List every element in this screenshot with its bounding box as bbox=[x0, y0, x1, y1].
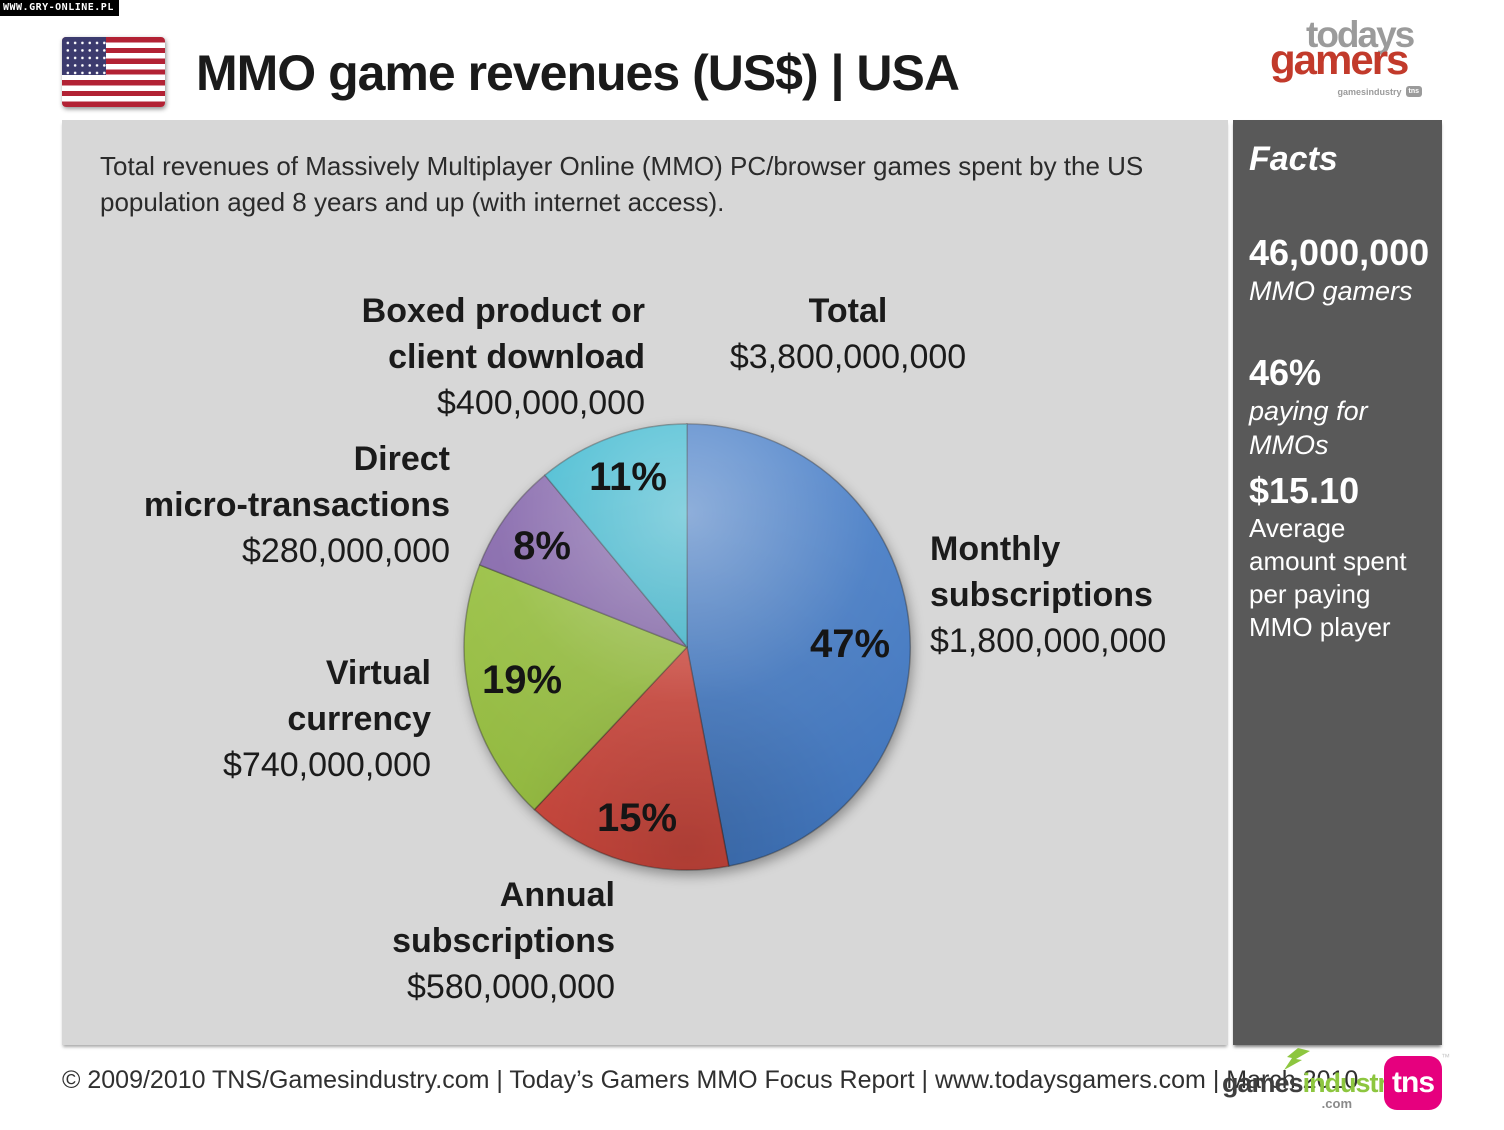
facts-heading: Facts bbox=[1249, 140, 1338, 178]
callout-boxed-product: Boxed product or client download $400,00… bbox=[362, 288, 645, 426]
facts-sidebar: Facts 46,000,000 MMO gamers 46% paying f… bbox=[1233, 120, 1442, 1045]
callout-monthly-amount: $1,800,000,000 bbox=[930, 622, 1167, 660]
main-panel: Total revenues of Massively Multiplayer … bbox=[62, 120, 1228, 1045]
lightning-icon bbox=[1284, 1048, 1310, 1070]
callout-virtual-currency: Virtual currency $740,000,000 bbox=[223, 650, 431, 788]
gamesindustry-logo: gamesindustry .com bbox=[1222, 1048, 1402, 1111]
callout-annual-subscriptions: Annual subscriptions $580,000,000 bbox=[392, 872, 615, 1010]
page-title: MMO game revenues (US$) | USA bbox=[196, 45, 960, 101]
pie-percent-monthly: 47% bbox=[810, 622, 890, 666]
chart-description: Total revenues of Massively Multiplayer … bbox=[100, 151, 1144, 217]
callout-total: Total $3,800,000,000 bbox=[648, 288, 1048, 380]
fact-paying-share: 46% paying for MMOs bbox=[1249, 352, 1432, 462]
us-flag-canton bbox=[62, 37, 106, 75]
callout-virtual-line2: currency bbox=[287, 700, 431, 738]
gamesindustry-wordmark: gamesindustry bbox=[1222, 1068, 1402, 1099]
callout-total-amount: $3,800,000,000 bbox=[729, 338, 967, 376]
callout-monthly-subscriptions: Monthly subscriptions $1,800,000,000 bbox=[930, 526, 1166, 664]
callout-direct-micro-transactions: Direct micro-transactions $280,000,000 bbox=[144, 436, 450, 574]
gamesindustry-tld: .com bbox=[1321, 1096, 1352, 1111]
callout-annual-amount: $580,000,000 bbox=[407, 968, 615, 1006]
tns-logo-text: tns bbox=[1392, 1066, 1435, 1099]
gry-online-watermark: WWW.GRY-ONLINE.PL bbox=[0, 0, 119, 16]
callout-monthly-line1: Monthly bbox=[930, 530, 1061, 568]
pie-percent-direct: 8% bbox=[513, 524, 571, 568]
todaysgamers-logo-bottom: gamers bbox=[1270, 36, 1409, 84]
fact-mmo-gamers: 46,000,000 MMO gamers bbox=[1249, 232, 1432, 308]
us-flag-icon bbox=[62, 37, 165, 107]
fact-average-spend: $15.10 Average amount spent per paying M… bbox=[1249, 470, 1432, 644]
callout-annual-line1: Annual bbox=[499, 876, 615, 914]
pie-percent-annual: 15% bbox=[597, 796, 677, 840]
todaysgamers-logo-top: todays bbox=[1306, 14, 1415, 55]
fact-label: MMO gamers bbox=[1249, 276, 1413, 306]
tns-logo: tns ™ bbox=[1384, 1052, 1450, 1110]
todaysgamers-logo-subline: gamesindustry tns bbox=[1270, 86, 1422, 98]
fact-label: Average amount spent per paying MMO play… bbox=[1249, 513, 1407, 642]
fact-value: 46% bbox=[1249, 352, 1322, 393]
tns-small-badge: tns bbox=[1405, 86, 1422, 98]
gamesindustry-prefix: games bbox=[1222, 1068, 1304, 1098]
callout-annual-line2: subscriptions bbox=[392, 922, 615, 960]
callout-direct-line1: Direct bbox=[353, 440, 450, 478]
fact-label: paying for MMOs bbox=[1249, 396, 1368, 460]
callout-monthly-line2: subscriptions bbox=[930, 576, 1153, 614]
tns-trademark: ™ bbox=[1441, 1052, 1450, 1062]
callout-boxed-amount: $400,000,000 bbox=[437, 384, 645, 422]
callout-boxed-line2: client download bbox=[388, 338, 645, 376]
callout-boxed-line1: Boxed product or bbox=[361, 292, 645, 330]
callout-total-line1: Total bbox=[808, 292, 888, 330]
fact-value: $15.10 bbox=[1249, 470, 1360, 511]
pie-percent-boxed: 11% bbox=[589, 455, 667, 499]
pie-percent-virtual: 19% bbox=[482, 658, 562, 702]
todaysgamers-logo: todays gamers gamesindustry tns bbox=[1270, 14, 1422, 98]
copyright-line: © 2009/2010 TNS/Gamesindustry.com | Toda… bbox=[62, 1066, 1359, 1094]
callout-virtual-amount: $740,000,000 bbox=[223, 746, 431, 784]
callout-direct-line2: micro-transactions bbox=[143, 486, 450, 524]
callout-virtual-line1: Virtual bbox=[325, 654, 431, 692]
fact-value: 46,000,000 bbox=[1249, 232, 1430, 273]
gamesindustry-small-label: gamesindustry bbox=[1337, 86, 1402, 97]
callout-direct-amount: $280,000,000 bbox=[242, 532, 450, 570]
